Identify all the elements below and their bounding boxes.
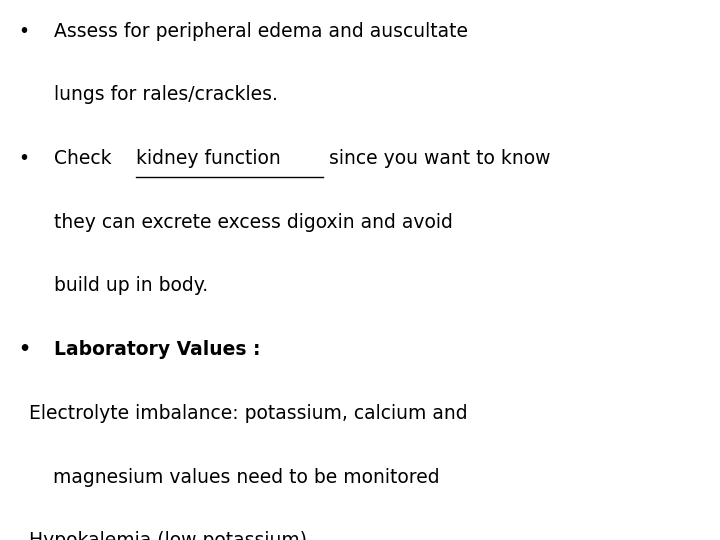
Text: they can excrete excess digoxin and avoid: they can excrete excess digoxin and avoi… xyxy=(54,213,453,232)
Text: Hypokalemia (low potassium): Hypokalemia (low potassium) xyxy=(29,531,307,540)
Text: build up in body.: build up in body. xyxy=(54,276,208,295)
Text: •: • xyxy=(18,22,29,40)
Text: Assess for peripheral edema and auscultate: Assess for peripheral edema and ausculta… xyxy=(54,22,468,40)
Text: •: • xyxy=(18,340,30,359)
Text: kidney function: kidney function xyxy=(136,149,281,168)
Text: Laboratory Values :: Laboratory Values : xyxy=(54,340,261,359)
Text: lungs for rales/crackles.: lungs for rales/crackles. xyxy=(54,85,278,104)
Text: since you want to know: since you want to know xyxy=(323,149,550,168)
Text: •: • xyxy=(18,149,29,168)
Text: Check: Check xyxy=(54,149,117,168)
Text: magnesium values need to be monitored: magnesium values need to be monitored xyxy=(29,468,439,487)
Text: Electrolyte imbalance: potassium, calcium and: Electrolyte imbalance: potassium, calciu… xyxy=(29,404,467,423)
